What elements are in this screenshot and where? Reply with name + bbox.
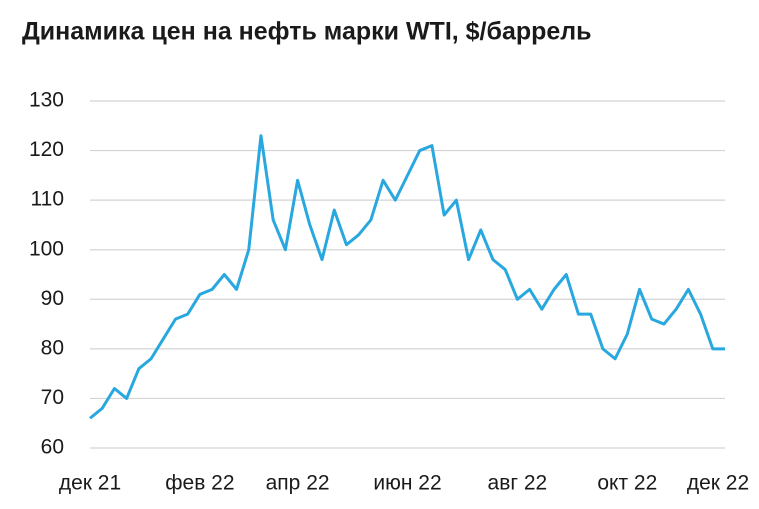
y-tick-label: 90: [41, 287, 64, 310]
y-tick-label: 130: [29, 89, 64, 112]
y-tick-label: 60: [41, 436, 64, 459]
y-tick-label: 120: [29, 138, 64, 161]
x-tick-label: окт 22: [597, 472, 657, 495]
x-tick-label: фев 22: [165, 472, 234, 495]
x-tick-label: дек 21: [59, 472, 121, 495]
x-tick-label: июн 22: [373, 472, 441, 495]
x-tick-label: дек 22: [687, 472, 749, 495]
chart-title: Динамика цен на нефть марки WTI, $/барре…: [22, 18, 592, 46]
y-tick-label: 80: [41, 336, 64, 359]
data-line: [89, 134, 725, 420]
y-tick-label: 100: [29, 237, 64, 260]
x-tick-label: авг 22: [488, 472, 548, 495]
x-tick-label: апр 22: [266, 472, 330, 495]
y-tick-label: 70: [41, 386, 64, 409]
y-tick-label: 110: [31, 188, 64, 211]
